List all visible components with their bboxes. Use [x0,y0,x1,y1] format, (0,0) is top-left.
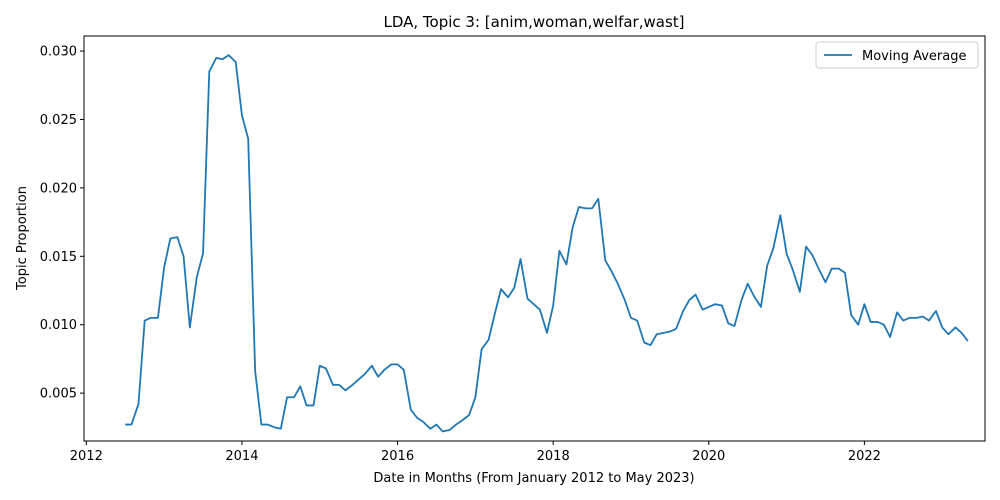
y-axis: 0.005 0.010 0.015 0.020 0.025 0.030 [40,45,84,402]
y-axis-title: Topic Proportion [15,186,30,291]
y-tick-label: 0.025 [40,113,77,128]
legend: Moving Average [815,41,979,69]
x-axis: 2012 2014 2016 2018 2020 2022 [70,441,881,464]
x-tick-label: 2016 [381,449,414,464]
y-tick-label: 0.005 [40,387,77,402]
y-tick-label: 0.010 [40,318,77,333]
chart-title: LDA, Topic 3: [anim,woman,welfar,wast] [383,13,684,31]
plot-area [83,35,986,442]
x-tick-label: 2012 [70,449,103,464]
x-tick-label: 2014 [225,449,258,464]
x-tick-label: 2022 [848,449,881,464]
x-tick-label: 2020 [692,449,725,464]
y-tick-label: 0.015 [40,250,77,265]
moving-average-line [125,54,969,433]
legend-label: Moving Average [862,49,966,64]
y-tick-label: 0.020 [40,181,77,196]
legend-box [815,41,979,69]
x-axis-title: Date in Months (From January 2012 to May… [373,471,694,486]
x-tick-label: 2018 [537,449,570,464]
y-tick-label: 0.030 [40,45,77,60]
